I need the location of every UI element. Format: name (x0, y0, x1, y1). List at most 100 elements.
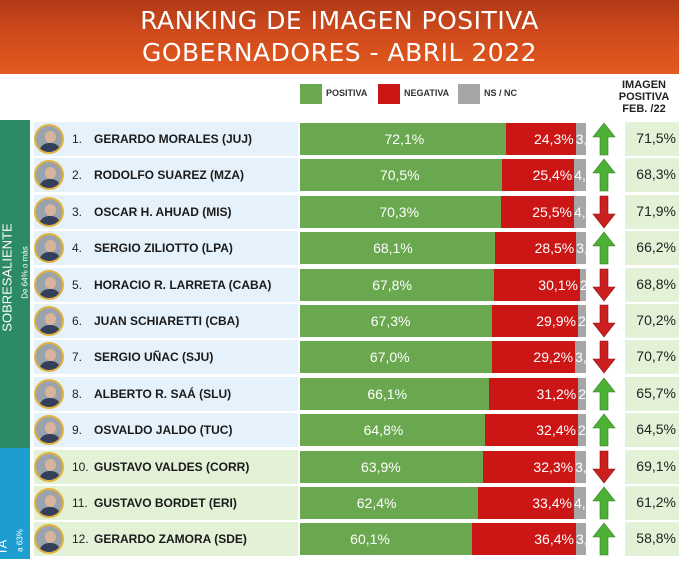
bar-nsnc: 2,7% (578, 378, 586, 410)
legend-label-positiva: POSITIVA (326, 88, 368, 98)
governor-name: GUSTAVO BORDET (ERI) (94, 496, 237, 510)
bar-negativa: 25,4% (501, 159, 575, 191)
rank-number: 8. (72, 387, 83, 401)
photo-head (45, 495, 56, 507)
legend-swatch-nsnc (458, 84, 480, 104)
bar-label-positiva: 67,8% (372, 277, 412, 293)
previous-value-cell: 71,5% (625, 122, 679, 156)
photo-body (39, 507, 61, 516)
governor-name: OSVALDO JALDO (TUC) (94, 423, 233, 437)
governor-name: GERARDO ZAMORA (SDE) (94, 532, 247, 546)
bar-label-negativa: 32,3% (533, 459, 574, 475)
bar-negativa: 32,3% (482, 451, 576, 483)
governor-name: SERGIO UÑAC (SJU) (94, 350, 214, 364)
trend-up-arrow-icon (592, 231, 616, 265)
governor-name: SERGIO ZILIOTTO (LPA) (94, 241, 233, 255)
previous-value-cell: 68,3% (625, 158, 679, 192)
bar-label-nsnc: 2,7% (578, 386, 586, 402)
photo-head (45, 422, 56, 434)
photo-body (39, 179, 61, 188)
previous-value: 68,3% (636, 166, 676, 182)
governor-photo (34, 160, 64, 190)
bar-positiva: 67,8% (300, 269, 494, 301)
trend-up-arrow-icon (592, 413, 616, 447)
bar-label-nsnc: 3,6% (575, 131, 586, 147)
photo-head (45, 240, 56, 252)
bar-positiva: 70,3% (300, 196, 502, 228)
rank-number: 2. (72, 168, 83, 182)
bar-negativa: 33,4% (478, 487, 574, 519)
governor-row: 1. GERARDO MORALES (JUJ) (34, 122, 298, 156)
governor-name: RODOLFO SUAREZ (MZA) (94, 168, 244, 182)
previous-value-cell: 66,2% (625, 231, 679, 265)
bar-nsnc: 4,1% (574, 159, 586, 191)
bar-label-nsnc: 2,8% (577, 422, 586, 438)
trend-up-arrow-icon (592, 377, 616, 411)
photo-head (45, 277, 56, 289)
previous-value: 70,2% (636, 312, 676, 328)
governor-photo (34, 524, 64, 554)
rank-number: 9. (72, 423, 83, 437)
photo-body (39, 361, 61, 370)
bar-positiva: 62,4% (300, 487, 479, 519)
photo-body (39, 434, 61, 443)
bar-label-negativa: 33,4% (532, 495, 572, 511)
previous-header-line-3: FEB. /22 (622, 103, 666, 115)
group-band-sobresaliente: SOBRESALIENTE De 64% o más (0, 120, 30, 448)
governor-photo (34, 124, 64, 154)
previous-value: 71,9% (636, 203, 676, 219)
photo-body (39, 471, 61, 480)
trend-up-arrow-icon (592, 486, 616, 520)
trend-down-arrow-icon (592, 340, 616, 374)
photo-head (45, 386, 56, 398)
bar-positiva: 72,1% (300, 123, 507, 155)
governor-row: 11. GUSTAVO BORDET (ERI) (34, 486, 298, 520)
previous-value: 64,5% (636, 421, 676, 437)
bar-negativa: 25,5% (501, 196, 574, 228)
bar-positiva: 63,9% (300, 451, 483, 483)
bar-label-negativa: 31,2% (536, 386, 577, 402)
bar-label-positiva: 62,4% (356, 495, 397, 511)
trend-down-arrow-icon (592, 268, 616, 302)
bar-label-positiva: 64,8% (363, 422, 404, 438)
chart-title-line-1: RANKING DE IMAGEN POSITIVA (140, 6, 539, 35)
photo-head (45, 167, 56, 179)
rank-number: 3. (72, 205, 83, 219)
governor-photo (34, 415, 64, 445)
bar-label-negativa: 28,5% (534, 240, 575, 256)
trend-up-arrow-icon (592, 122, 616, 156)
bar-label-nsnc: 3,4% (576, 240, 586, 256)
previous-value-cell: 69,1% (625, 450, 679, 484)
previous-value-cell: 64,5% (625, 413, 679, 447)
bar-nsnc: 3,6% (575, 123, 586, 155)
previous-value-cell: 71,9% (625, 195, 679, 229)
bar-label-positiva: 63,9% (361, 459, 401, 475)
previous-value-cell: 70,2% (625, 304, 679, 338)
governor-photo (34, 306, 64, 336)
rank-number: 11. (72, 496, 88, 510)
governor-name: ALBERTO R. SAÁ (SLU) (94, 387, 232, 401)
bar-negativa: 31,2% (489, 378, 579, 410)
governor-row: 3. OSCAR H. AHUAD (MIS) (34, 195, 298, 229)
governor-photo (34, 197, 64, 227)
bar-nsnc: 3,8% (575, 451, 586, 483)
bar-positiva: 64,8% (300, 414, 486, 446)
governor-photo (34, 379, 64, 409)
bar-label-nsnc: 3,8% (575, 349, 586, 365)
bar-positiva: 66,1% (300, 378, 490, 410)
bar-label-negativa: 29,9% (536, 313, 576, 329)
governor-photo (34, 270, 64, 300)
bar-label-negativa: 25,4% (532, 167, 573, 183)
bar-label-nsnc: 2,1% (579, 277, 586, 293)
bar-label-nsnc: 3,8% (575, 459, 586, 475)
previous-value-header: IMAGEN POSITIVA FEB. /22 (611, 79, 677, 115)
photo-head (45, 531, 56, 543)
photo-body (39, 543, 61, 552)
photo-head (45, 204, 56, 216)
governor-name: JUAN SCHIARETTI (CBA) (94, 314, 240, 328)
governor-photo (34, 452, 64, 482)
bar-nsnc: 2,1% (579, 269, 586, 301)
bar-label-positiva: 60,1% (350, 531, 390, 547)
governor-row: 8. ALBERTO R. SAÁ (SLU) (34, 377, 298, 411)
governor-row: 7. SERGIO UÑAC (SJU) (34, 340, 298, 374)
